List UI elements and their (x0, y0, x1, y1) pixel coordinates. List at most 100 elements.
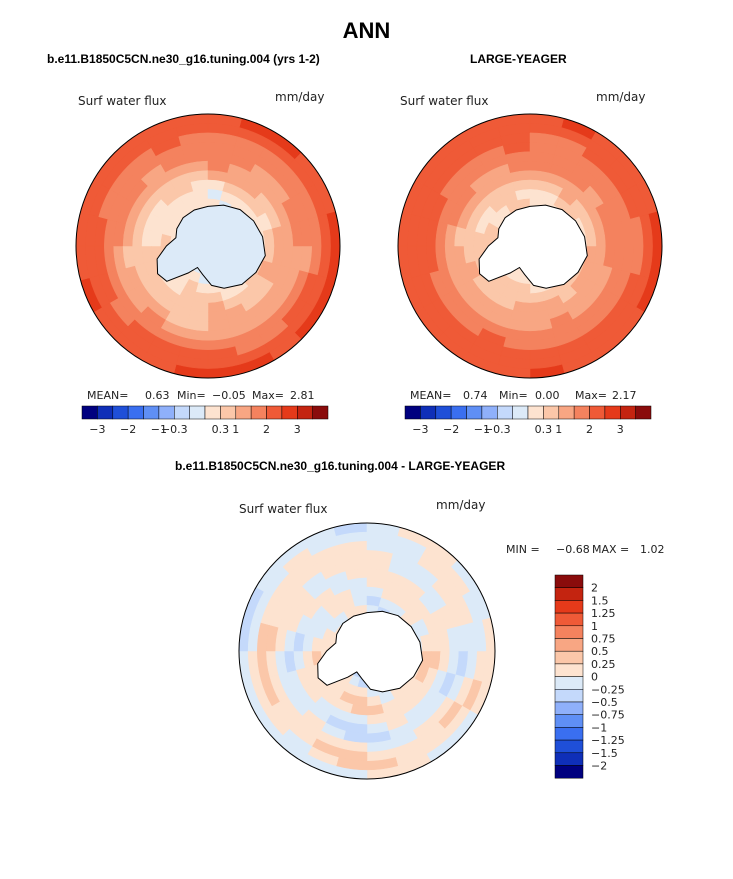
colorbar-swatch (158, 405, 175, 420)
panel-1-units: mm/day (275, 90, 325, 104)
colorbar-swatch (81, 405, 98, 420)
map-panel-2 (398, 114, 662, 378)
map-boundary-2 (397, 113, 663, 379)
diff-colorbar-label: −1 (591, 721, 607, 734)
colorbar-tick-label: −0.3 (161, 423, 188, 436)
diff-colorbar-swatch (554, 714, 584, 728)
antarctica-coastline (156, 204, 266, 289)
panel-3-min-value: −0.68 (556, 543, 590, 556)
panel-3-variable: Surf water flux (239, 502, 328, 516)
map-boundary-1 (75, 113, 341, 379)
antarctica-coastline (317, 610, 424, 693)
diff-colorbar-label: −1.25 (591, 734, 625, 747)
diff-colorbar-swatch (554, 689, 584, 703)
colorbar-swatch (127, 405, 144, 420)
panel-3-title: b.e11.B1850C5CN.ne30_g16.tuning.004 - LA… (175, 459, 506, 473)
colorbar-tick-label: 3 (617, 423, 624, 436)
diff-colorbar-swatch (554, 638, 584, 652)
colorbar-tick-label: −3 (89, 423, 105, 436)
panel-2-min-label: Min= (499, 389, 528, 402)
diff-colorbar-swatch (554, 727, 584, 741)
panel-2-mean-label: MEAN= (410, 389, 452, 402)
colorbar-swatch (604, 405, 621, 420)
colorbar-tick-label: 2 (586, 423, 593, 436)
panel-1-min-label: Min= (177, 389, 206, 402)
diff-colorbar-swatch (554, 574, 584, 588)
panel-3-min-label: MIN = (506, 543, 540, 556)
diff-colorbar-swatch (554, 701, 584, 715)
map-panel-1 (76, 114, 340, 378)
diff-colorbar-label: 1 (591, 620, 598, 633)
panel-3-max-value: 1.02 (640, 543, 665, 556)
colorbar-tick-label: 1 (555, 423, 562, 436)
colorbar-swatch (189, 405, 206, 420)
colorbar-swatch (497, 405, 513, 420)
panel-2-units: mm/day (596, 90, 646, 104)
panel-2-mean-value: 0.74 (463, 389, 488, 402)
colorbar-swatch (420, 405, 437, 420)
panel-1-mean-value: 0.63 (145, 389, 170, 402)
diff-colorbar-swatch (554, 612, 584, 627)
colorbar-swatch (573, 405, 590, 420)
colorbar-swatch (235, 405, 252, 420)
colorbar-tick-label: 3 (294, 423, 301, 436)
diff-colorbar-swatch (554, 739, 584, 754)
colorbar-swatch (281, 405, 298, 420)
diff-colorbar-swatch (554, 752, 584, 766)
diff-colorbar-swatch (554, 676, 584, 690)
panel-1-mean-label: MEAN= (87, 389, 129, 402)
colorbar-swatch (635, 405, 652, 420)
colorbar-swatch (404, 405, 421, 420)
diff-colorbar-swatch (554, 600, 584, 614)
diff-colorbar-swatch (554, 765, 584, 779)
figure-title: ANN (342, 18, 391, 43)
colorbar-swatch (143, 405, 160, 420)
colorbar-tick-label: −2 (120, 423, 136, 436)
colorbar-tick-label: 1 (232, 423, 239, 436)
colorbar-swatch (558, 405, 575, 420)
diff-colorbar-swatch (554, 625, 584, 639)
panel-2-min-value: 0.00 (535, 389, 560, 402)
colorbar-swatch (512, 405, 529, 420)
panel-3-units: mm/day (436, 498, 486, 512)
colorbar-tick-label: −0.3 (484, 423, 511, 436)
panel-1-max-label: Max= (252, 389, 284, 402)
colorbar-swatch (543, 405, 560, 420)
map-boundary-3 (238, 522, 496, 780)
diff-colorbar-label: 1.25 (591, 607, 616, 620)
colorbar-tick-label: 0.3 (535, 423, 553, 436)
colorbar-tick-label: −1 (474, 423, 490, 436)
panel-2-title: LARGE-YEAGER (470, 52, 567, 66)
colorbar-swatch (620, 405, 636, 420)
map-panel-3 (239, 523, 495, 779)
diff-colorbar-label: 0.75 (591, 633, 616, 646)
panel-1-max-value: 2.81 (290, 389, 315, 402)
colorbar-swatch (435, 405, 452, 420)
colorbar-swatch (481, 405, 498, 420)
diff-colorbar-swatch (554, 650, 584, 665)
panel-1-title: b.e11.B1850C5CN.ne30_g16.tuning.004 (yrs… (47, 52, 320, 66)
antarctica-coastline (478, 204, 588, 289)
colorbar-swatch (112, 405, 129, 420)
colorbar-swatch (220, 405, 237, 420)
diff-colorbar-label: 0.5 (591, 645, 609, 658)
diff-colorbar-label: −2 (591, 760, 607, 773)
colorbar-tick-label: 2 (263, 423, 270, 436)
panel-1-variable: Surf water flux (78, 94, 167, 108)
colorbar-tick-label: 0.3 (212, 423, 230, 436)
colorbar-swatch (297, 405, 313, 420)
colorbar-swatch (312, 405, 329, 420)
diff-colorbar-label: −0.5 (591, 696, 618, 709)
diff-colorbar-label: −1.5 (591, 747, 618, 760)
panel-2-variable: Surf water flux (400, 94, 489, 108)
panel-3-max-label: MAX = (592, 543, 630, 556)
colorbar-swatch (450, 405, 467, 420)
diff-colorbar-label: 2 (591, 582, 598, 595)
colorbar-swatch (589, 405, 606, 420)
colorbar-swatch (204, 405, 221, 420)
colorbar-tick-label: −1 (151, 423, 167, 436)
colorbar-tick-label: −2 (443, 423, 459, 436)
diff-colorbar-label: −0.25 (591, 683, 625, 696)
diff-colorbar-swatch (554, 663, 584, 677)
diff-colorbar-label: 0.25 (591, 658, 616, 671)
